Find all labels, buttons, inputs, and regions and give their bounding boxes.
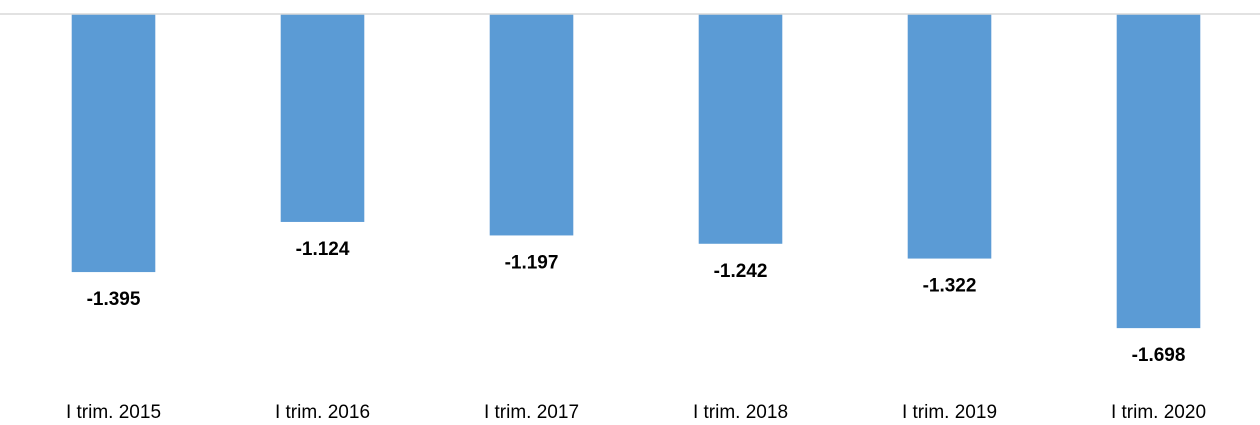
data-label: -1.698 (1132, 345, 1186, 366)
bar (1116, 14, 1201, 329)
bar (907, 14, 992, 259)
data-label: -1.395 (87, 289, 141, 310)
bar (280, 14, 365, 222)
data-label: -1.124 (296, 239, 350, 260)
x-tick-label: I trim. 2016 (275, 402, 370, 423)
data-label: -1.322 (923, 276, 977, 297)
x-tick-label: I trim. 2018 (693, 402, 788, 423)
data-label: -1.197 (505, 252, 559, 273)
x-tick-label: I trim. 2017 (484, 402, 579, 423)
bar (489, 14, 574, 236)
x-tick-label: I trim. 2015 (66, 402, 161, 423)
x-tick-label: I trim. 2020 (1111, 402, 1206, 423)
bar (71, 14, 156, 273)
bar (698, 14, 783, 244)
x-tick-label: I trim. 2019 (902, 402, 997, 423)
data-label: -1.242 (714, 261, 768, 282)
